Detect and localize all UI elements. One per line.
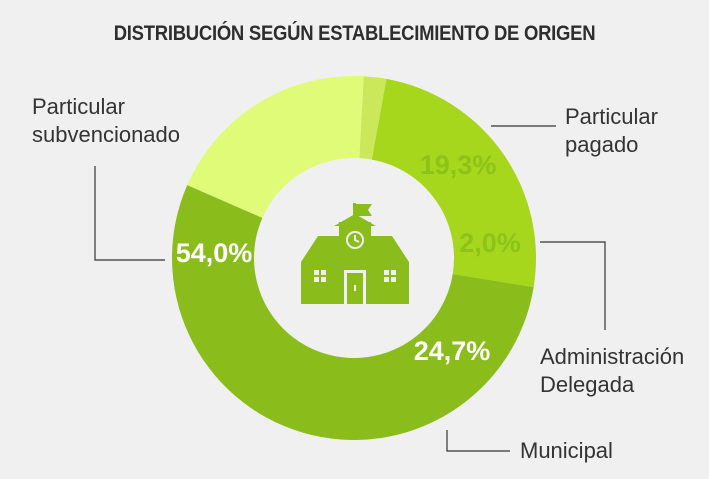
chart-title: DISTRIBUCIÓN SEGÚN ESTABLECIMIENTO DE OR… (113, 22, 596, 45)
school-building-icon (301, 203, 409, 304)
slice-administracion-delegada (359, 76, 387, 160)
value-label-administracion-delegada: 2,0% (459, 228, 521, 258)
legend-label-administracion-delegada: Administración Delegada (540, 344, 684, 397)
leader-line-administracion-delegada (540, 241, 606, 330)
value-label-particular-pagado: 19,3% (420, 150, 497, 180)
value-label-particular-subvencionado: 54,0% (176, 238, 253, 268)
value-label-municipal: 24,7% (414, 336, 491, 366)
slice-particular-pagado (187, 76, 364, 218)
leader-line-municipal (446, 430, 510, 452)
legend-label-particular-subvencionado: Particular subvencionado (32, 94, 180, 147)
legend-label-particular-pagado: Particular pagado (565, 104, 658, 157)
legend-label-municipal: Municipal (520, 438, 613, 463)
leader-line-particular-subvencionado (94, 166, 165, 261)
slice-municipal (371, 78, 536, 288)
slice-particular-subvencionado (172, 185, 534, 440)
